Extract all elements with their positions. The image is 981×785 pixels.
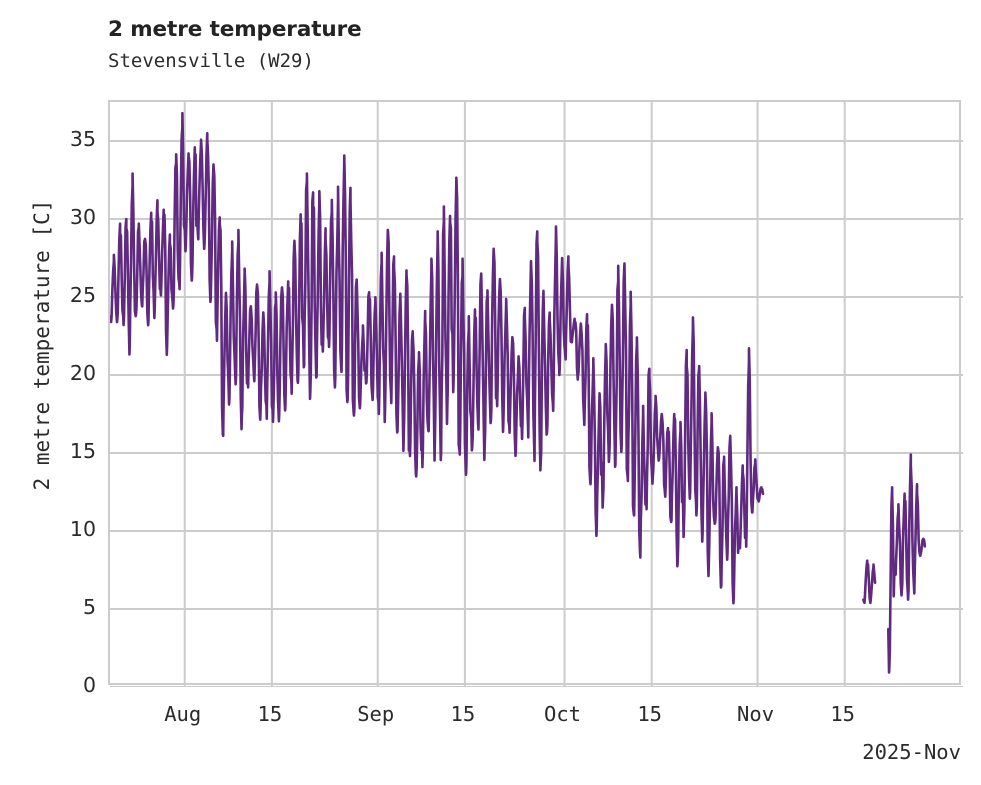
x-tick-label: Oct	[544, 702, 582, 726]
x-tick-label: 15	[450, 702, 476, 726]
series-path	[110, 111, 765, 605]
temperature-series-line	[110, 111, 927, 674]
y-axis-tick-labels: 0 5 10 15 20 25 30 35	[0, 100, 96, 695]
y-tick-label: 25	[69, 282, 96, 307]
x-tick-label: Sep	[357, 702, 395, 726]
plot-area	[108, 100, 963, 687]
y-tick-label: 0	[82, 672, 96, 697]
series-path	[862, 559, 877, 605]
x-axis-tick-labels: Aug 15 Sep 15 Oct 15 Nov 15	[108, 704, 961, 734]
x-tick-label: Nov	[737, 702, 775, 726]
y-tick-label: 20	[69, 360, 96, 385]
y-tick-label: 30	[69, 204, 96, 229]
chart-subtitle: Stevensville (W29)	[108, 50, 314, 72]
x-tick-label: 15	[257, 702, 283, 726]
y-tick-label: 10	[69, 516, 96, 541]
y-tick-label: 15	[69, 438, 96, 463]
series-path	[886, 453, 927, 674]
page-title: 2 metre temperature	[108, 17, 362, 42]
x-tick-label: 15	[637, 702, 663, 726]
x-tick-label: 15	[830, 702, 856, 726]
x-axis-offset-label: 2025-Nov	[862, 740, 961, 764]
y-tick-label: 35	[69, 126, 96, 151]
y-tick-label: 5	[82, 594, 96, 619]
x-tick-label: Aug	[164, 702, 202, 726]
